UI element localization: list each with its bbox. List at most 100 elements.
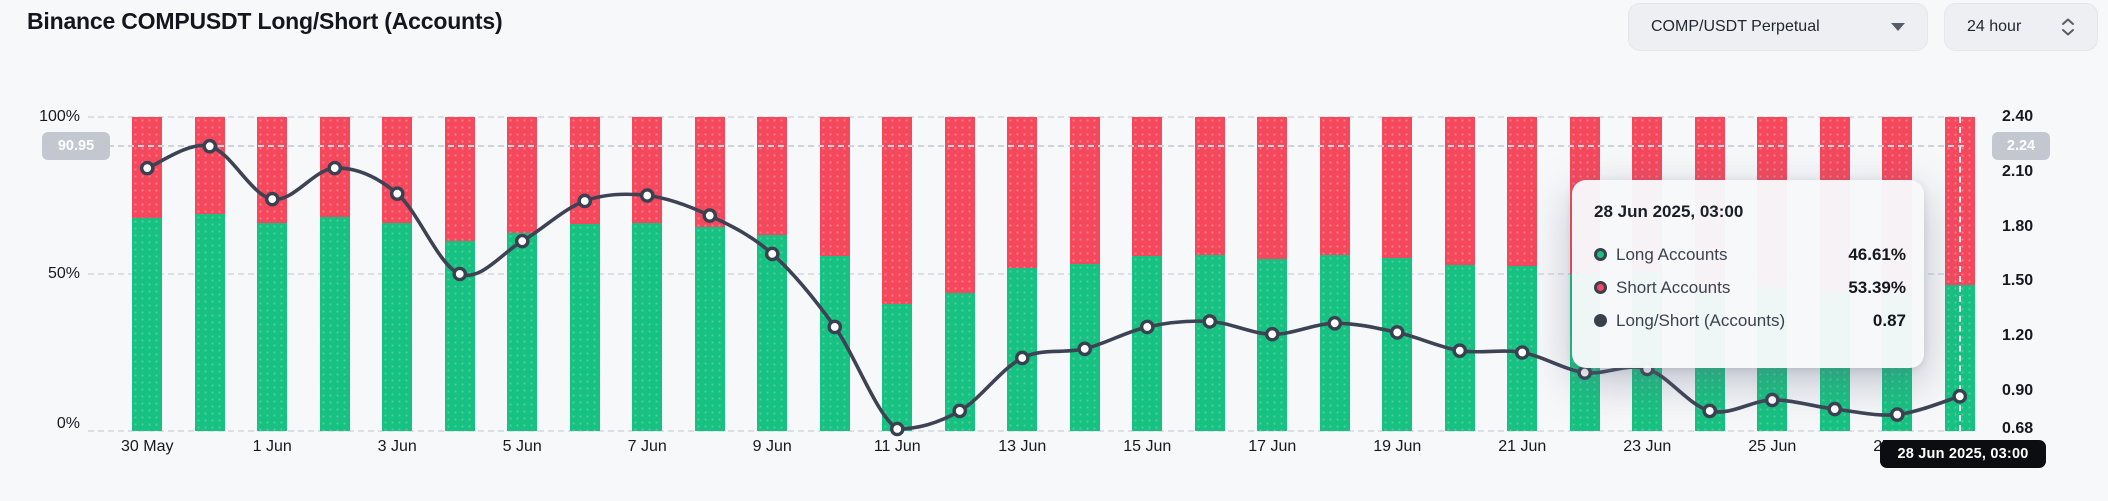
short-segment — [507, 117, 538, 233]
stacked-bar-20-jun[interactable] — [1444, 117, 1475, 431]
short-segment — [1319, 117, 1350, 256]
right-tick-2.40: 2.40 — [2002, 108, 2034, 125]
left-tick-100pct: 100% — [39, 108, 80, 125]
stacked-bar-7-jun[interactable] — [632, 117, 663, 431]
x-tick-1-jun: 1 Jun — [252, 438, 292, 455]
long-segment — [1007, 268, 1038, 431]
right-tick-2.10: 2.10 — [2002, 162, 2034, 180]
short-segment — [1194, 117, 1225, 255]
short-segment — [1507, 117, 1538, 266]
short-segment — [1132, 117, 1163, 257]
x-tick-3-jun: 3 Jun — [377, 438, 417, 455]
hover-crosshair-line — [1958, 117, 1961, 431]
right-tick-0.68: 0.68 — [2002, 420, 2034, 437]
stacked-bar-17-jun[interactable] — [1257, 117, 1288, 431]
pair-selector-label: COMP/USDT Perpetual — [1651, 18, 1820, 35]
x-tick-17-jun: 17 Jun — [1248, 438, 1297, 455]
long-segment — [944, 292, 975, 431]
short-segment — [1069, 117, 1100, 265]
stacked-bar-21-jun[interactable] — [1507, 117, 1538, 431]
right-tick-1.20: 1.20 — [2002, 327, 2034, 345]
x-tick-19-jun: 19 Jun — [1373, 438, 1422, 455]
chart-plot-area[interactable] — [88, 116, 1975, 437]
tooltip-row-ratio: Long/Short (Accounts) 0.87 — [1594, 304, 1906, 337]
right-axis-current-badge: 2.24 — [1992, 132, 2050, 160]
stacked-bar-8-jun[interactable] — [694, 117, 725, 431]
short-segment — [757, 117, 788, 236]
chart-tooltip: 28 Jun 2025, 03:00 Long Accounts 46.61% … — [1572, 180, 1924, 368]
long-segment — [257, 223, 288, 431]
long-short-ratio-dot-icon — [1594, 314, 1607, 327]
stacked-bar-10-jun[interactable] — [819, 117, 850, 431]
tooltip-row-long: Long Accounts 46.61% — [1594, 238, 1906, 271]
gridline — [88, 430, 1964, 432]
x-tick-30-may: 30 May — [121, 438, 174, 455]
interval-selector-label: 24 hour — [1967, 18, 2022, 35]
stacked-bar-1-jun[interactable] — [257, 117, 288, 431]
pair-selector-dropdown[interactable]: COMP/USDT Perpetual — [1628, 3, 1928, 51]
stacked-bar-9-jun[interactable] — [757, 117, 788, 431]
stacked-bar-18-jun[interactable] — [1319, 117, 1350, 431]
long-segment — [694, 226, 725, 431]
long-segment — [319, 217, 350, 431]
stacked-bar-6-jun[interactable] — [569, 117, 600, 431]
long-segment — [569, 223, 600, 431]
short-segment — [569, 117, 600, 224]
short-segment — [1007, 117, 1038, 269]
long-segment — [1382, 258, 1413, 431]
stacked-bar-16-jun[interactable] — [1194, 117, 1225, 431]
short-segment — [632, 117, 663, 223]
long-segment — [1069, 264, 1100, 431]
stacked-bar-11-jun[interactable] — [882, 117, 913, 431]
short-segment — [194, 117, 225, 215]
tooltip-row-short: Short Accounts 53.39% — [1594, 271, 1906, 304]
stacked-bar-30-may[interactable] — [132, 117, 163, 431]
short-segment — [819, 117, 850, 257]
x-tick-7-jun: 7 Jun — [627, 438, 667, 455]
chart-title: Binance COMPUSDT Long/Short (Accounts) — [27, 8, 503, 34]
caret-down-icon — [1891, 23, 1905, 31]
stacked-bar-3-jun[interactable] — [382, 117, 413, 431]
short-segment — [694, 117, 725, 227]
long-segment — [1507, 265, 1538, 431]
interval-selector[interactable]: 24 hour — [1944, 3, 2098, 51]
short-segment — [1257, 117, 1288, 259]
stacked-bar-4-jun[interactable] — [444, 117, 475, 431]
long-segment — [1194, 254, 1225, 431]
x-tick-13-jun: 13 Jun — [998, 438, 1047, 455]
right-tick-1.50: 1.50 — [2002, 272, 2034, 290]
stacked-bar-14-jun[interactable] — [1069, 117, 1100, 431]
x-tick-15-jun: 15 Jun — [1123, 438, 1172, 455]
stacked-bar-15-jun[interactable] — [1132, 117, 1163, 431]
stacked-bar-13-jun[interactable] — [1007, 117, 1038, 431]
short-segment — [319, 117, 350, 218]
short-segment — [132, 117, 163, 218]
long-segment — [1132, 256, 1163, 431]
long-accounts-dot-icon — [1594, 248, 1607, 261]
stacked-bar-31-may[interactable] — [194, 117, 225, 431]
long-segment — [1444, 265, 1475, 431]
stacked-bar-2-jun[interactable] — [319, 117, 350, 431]
current-value-dashed-line — [88, 145, 1964, 148]
stacked-bar-12-jun[interactable] — [944, 117, 975, 431]
long-segment — [1257, 258, 1288, 431]
x-axis-hover-label: 28 Jun 2025, 03:00 — [1880, 440, 2046, 468]
long-segment — [507, 232, 538, 431]
long-segment — [444, 240, 475, 431]
left-axis-current-badge: 90.95 — [42, 132, 110, 160]
left-tick-50pct: 50% — [47, 265, 80, 282]
x-tick-23-jun: 23 Jun — [1623, 438, 1672, 455]
stacked-bar-19-jun[interactable] — [1382, 117, 1413, 431]
short-accounts-dot-icon — [1594, 281, 1607, 294]
right-tick-0.90: 0.90 — [2002, 381, 2034, 399]
stacked-bar-5-jun[interactable] — [507, 117, 538, 431]
long-segment — [132, 217, 163, 431]
x-tick-11-jun: 11 Jun — [873, 438, 921, 455]
long-segment — [382, 222, 413, 431]
short-segment — [382, 117, 413, 223]
x-tick-21-jun: 21 Jun — [1498, 438, 1547, 455]
up-down-chevron-icon — [2061, 18, 2075, 36]
long-segment — [632, 222, 663, 431]
long-segment — [1319, 255, 1350, 431]
long-segment — [882, 303, 913, 431]
